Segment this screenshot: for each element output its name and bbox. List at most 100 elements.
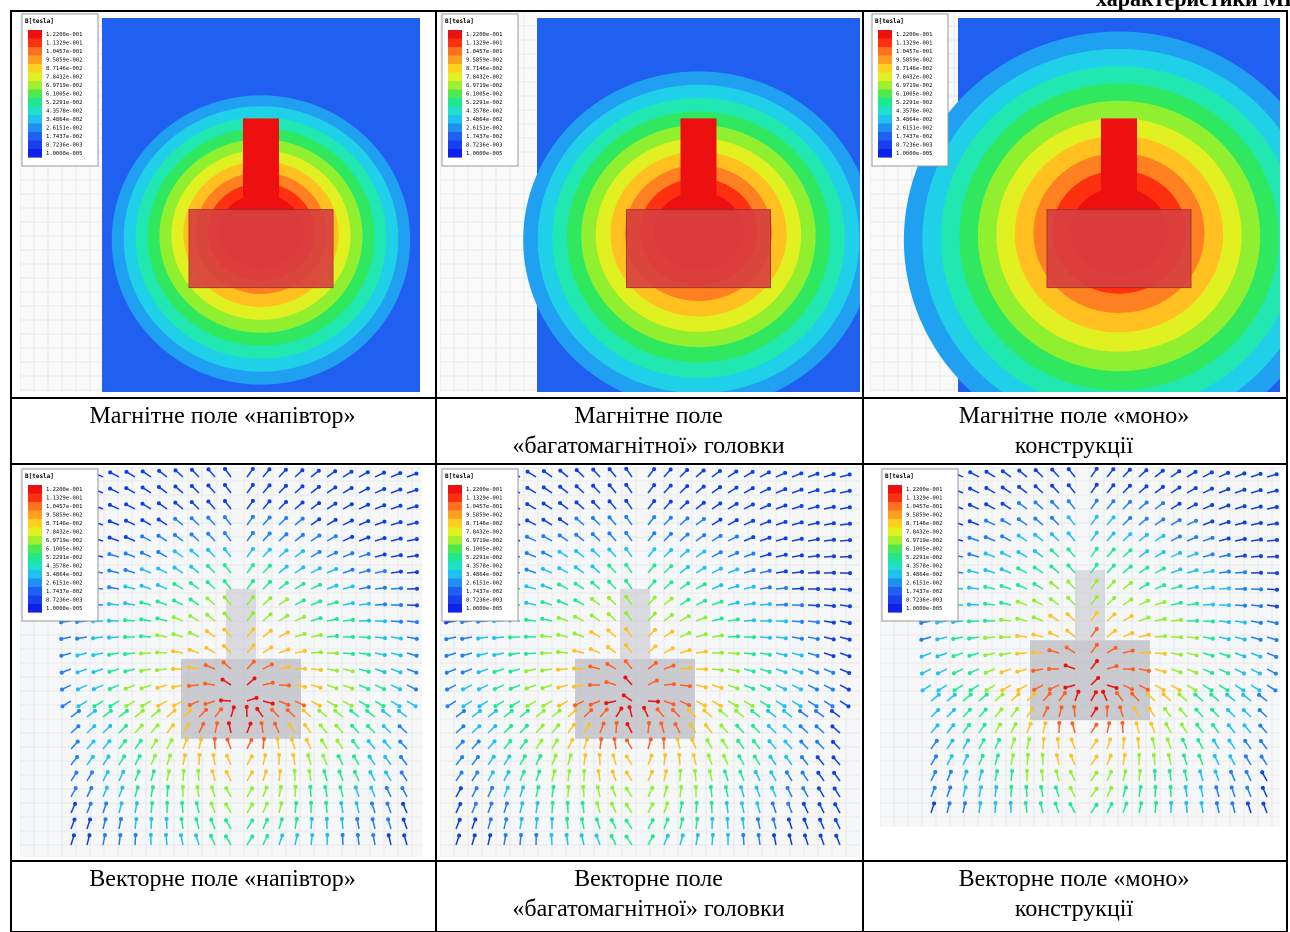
vector-head bbox=[590, 581, 594, 585]
vector-head bbox=[581, 785, 585, 789]
table-border bbox=[10, 860, 1287, 862]
vector-head bbox=[817, 802, 821, 806]
vector-head bbox=[525, 568, 529, 572]
vector-head bbox=[1039, 801, 1043, 805]
vector-head bbox=[669, 548, 673, 552]
vector-head bbox=[140, 567, 144, 571]
vector-head bbox=[173, 549, 177, 553]
vector-head bbox=[833, 802, 837, 806]
vector-head bbox=[979, 785, 983, 789]
vector-head bbox=[268, 596, 272, 600]
vector-head bbox=[800, 520, 804, 524]
vector-head bbox=[751, 486, 755, 490]
caption: Магнітне поле «напівтор» bbox=[10, 401, 435, 431]
vector-head bbox=[687, 631, 691, 635]
vector-head bbox=[737, 754, 741, 758]
vector-head bbox=[350, 502, 354, 506]
vector-head bbox=[1145, 501, 1149, 505]
legend-value: 8.7236e-003 bbox=[896, 143, 932, 149]
stem bbox=[1101, 118, 1137, 208]
vector-head bbox=[520, 801, 524, 805]
legend-value: 1.7437e-002 bbox=[466, 589, 502, 595]
vector-head bbox=[1242, 671, 1246, 675]
vector-head bbox=[1017, 469, 1021, 473]
vector-head bbox=[166, 785, 170, 789]
vector-head bbox=[769, 770, 773, 774]
vector-head bbox=[1066, 612, 1070, 616]
vector-head bbox=[474, 802, 478, 806]
vector-head bbox=[209, 818, 213, 822]
legend-swatch bbox=[888, 519, 902, 528]
vector-head bbox=[367, 636, 371, 640]
vector-head bbox=[708, 769, 712, 773]
vector-head bbox=[686, 581, 690, 585]
vector-head bbox=[832, 489, 836, 493]
vector-head bbox=[1050, 548, 1054, 552]
vector-head bbox=[165, 801, 169, 805]
vector-head bbox=[847, 671, 851, 675]
vector-head bbox=[382, 520, 386, 524]
vector-head bbox=[679, 785, 683, 789]
vector-head bbox=[415, 603, 419, 607]
vector-head bbox=[367, 619, 371, 623]
vector-head bbox=[1145, 533, 1149, 537]
vector-head bbox=[1226, 671, 1230, 675]
vector-head bbox=[557, 704, 561, 708]
vector-head bbox=[933, 770, 937, 774]
vector-head bbox=[1195, 723, 1199, 727]
vector-head bbox=[752, 739, 756, 743]
vector-head bbox=[591, 468, 595, 472]
vector-head bbox=[1243, 504, 1247, 508]
vector-head bbox=[694, 785, 698, 789]
legend-swatch bbox=[28, 502, 42, 511]
vector-head bbox=[735, 704, 739, 708]
vector-head bbox=[488, 833, 492, 837]
vector-head bbox=[1105, 705, 1109, 709]
vector-head bbox=[415, 521, 419, 525]
vector-head bbox=[251, 531, 255, 535]
vector-head bbox=[651, 802, 655, 806]
vector-head bbox=[1211, 620, 1215, 624]
vector-head bbox=[652, 467, 656, 471]
legend-value: 4.3578e-002 bbox=[466, 564, 502, 570]
vector-head bbox=[317, 485, 321, 489]
vector-head bbox=[383, 602, 387, 606]
vector-head bbox=[1153, 769, 1157, 773]
vector-head bbox=[221, 678, 225, 682]
vector-head bbox=[383, 636, 387, 640]
vector-head bbox=[655, 678, 659, 682]
vector-head bbox=[386, 817, 390, 821]
vector-head bbox=[1131, 649, 1135, 653]
vector-head bbox=[310, 833, 314, 837]
vector-head bbox=[1130, 631, 1134, 635]
legend-swatch bbox=[28, 519, 42, 528]
vector-head bbox=[524, 739, 528, 743]
vector-head bbox=[1154, 785, 1158, 789]
legend-swatch bbox=[878, 90, 892, 99]
vector-head bbox=[223, 579, 227, 583]
vector-head bbox=[984, 671, 988, 675]
vector-head bbox=[669, 484, 673, 488]
vector-head bbox=[1178, 534, 1182, 538]
vector-head bbox=[399, 570, 403, 574]
vector-head bbox=[610, 802, 614, 806]
vector-head bbox=[149, 817, 153, 821]
legend-swatch bbox=[448, 587, 462, 596]
vector-head bbox=[1033, 549, 1037, 553]
vector-head bbox=[1226, 654, 1230, 658]
vector-head bbox=[831, 688, 835, 692]
vector-head bbox=[90, 770, 94, 774]
vector-head bbox=[104, 817, 108, 821]
vector-head bbox=[719, 704, 723, 708]
legend-swatch bbox=[448, 115, 462, 124]
vector-head bbox=[252, 660, 256, 664]
vector-head bbox=[280, 834, 284, 838]
vector-head bbox=[270, 663, 274, 667]
legend-value: 5.2291e-002 bbox=[896, 100, 932, 106]
vector-head bbox=[224, 786, 228, 790]
vector-head bbox=[711, 833, 715, 837]
vector-head bbox=[1032, 615, 1036, 619]
vector-head bbox=[140, 502, 144, 506]
vector-head bbox=[720, 651, 724, 655]
vector-head bbox=[848, 621, 852, 625]
